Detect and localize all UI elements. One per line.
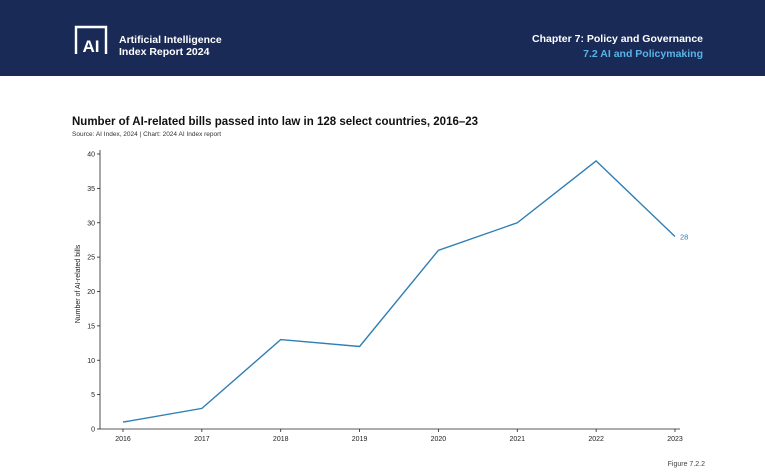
- x-tick-label-2019: 2019: [352, 436, 368, 443]
- y-tick-label-25: 25: [87, 255, 95, 262]
- x-tick-label-2022: 2022: [588, 436, 604, 443]
- y-axis-label: Number of AI-related bills: [75, 244, 82, 323]
- logo-text: AI: [83, 37, 100, 56]
- chart-source: Source: AI Index, 2024 | Chart: 2024 AI …: [72, 131, 222, 138]
- x-tick-label-2016: 2016: [115, 436, 131, 443]
- data-point-2021: [516, 222, 518, 224]
- data-point-2016: [122, 421, 124, 423]
- chart-title: Number of AI-related bills passed into l…: [72, 116, 479, 128]
- data-point-2018: [280, 338, 282, 340]
- y-tick-label-5: 5: [91, 392, 95, 399]
- y-tick-label-10: 10: [87, 358, 95, 365]
- data-point-2019: [358, 345, 360, 347]
- data-point-2017: [201, 407, 203, 409]
- chapter-heading: Chapter 7: Policy and Governance 7.2 AI …: [532, 32, 703, 62]
- y-tick-label-40: 40: [87, 152, 95, 159]
- x-tick-label-2017: 2017: [194, 436, 210, 443]
- x-tick-label-2021: 2021: [509, 436, 525, 443]
- y-tick-label-20: 20: [87, 289, 95, 296]
- report-brand: Artificial Intelligence Index Report 202…: [119, 34, 222, 58]
- data-point-2023: [674, 235, 676, 237]
- report-header: AI Artificial Intelligence Index Report …: [0, 0, 765, 76]
- y-tick-label-35: 35: [87, 186, 95, 193]
- x-tick-label-2020: 2020: [431, 436, 447, 443]
- section-title: 7.2 AI and Policymaking: [583, 48, 703, 60]
- data-point-2022: [595, 160, 597, 162]
- y-tick-label-30: 30: [87, 220, 95, 227]
- x-tick-label-2023: 2023: [667, 436, 683, 443]
- data-point-2020: [437, 249, 439, 251]
- figure-number: Figure 7.2.2: [667, 461, 705, 468]
- end-value-label: 28: [680, 233, 688, 242]
- ai-index-logo-icon: AI: [74, 25, 108, 56]
- chapter-title: Chapter 7: Policy and Governance: [532, 33, 703, 45]
- y-tick-label-0: 0: [91, 427, 95, 434]
- y-tick-label-15: 15: [87, 323, 95, 330]
- brand-line-2: Index Report 2024: [119, 46, 210, 58]
- series-line: [122, 159, 676, 423]
- x-tick-label-2018: 2018: [273, 436, 289, 443]
- brand-line-1: Artificial Intelligence: [119, 34, 222, 46]
